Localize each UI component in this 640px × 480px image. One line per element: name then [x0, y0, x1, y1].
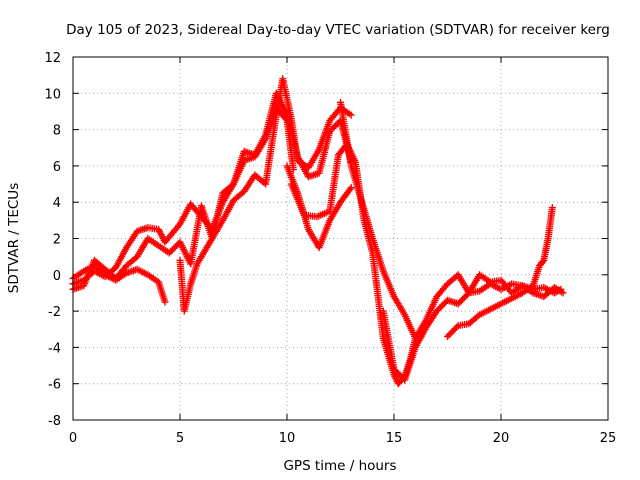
data-point [460, 294, 468, 302]
x-tick-label: 10 [279, 431, 296, 446]
series-track-5 [283, 162, 355, 252]
tick-labels: 0 5 10 15 20 25 -8 -6 -4 -2 0 2 4 6 8 10 12 [44, 51, 616, 446]
x-tick-label: 20 [493, 431, 510, 446]
series-track-7 [337, 98, 565, 342]
data-point [329, 124, 337, 132]
series-track-3 [69, 262, 169, 306]
data-point [456, 298, 464, 306]
y-tick-label: -8 [48, 414, 61, 429]
data-points [69, 75, 567, 388]
data-point [346, 185, 354, 193]
data-point [398, 373, 406, 381]
x-axis-label: GPS time / hours [283, 458, 396, 474]
y-tick-label: -4 [48, 341, 61, 356]
data-point [395, 370, 403, 378]
y-axis-label: SDTVAR / TECUs [6, 183, 22, 293]
y-tick-label: 8 [53, 124, 61, 139]
data-point [462, 292, 470, 300]
data-point [347, 184, 355, 192]
data-point [440, 299, 448, 307]
data-point [333, 120, 341, 128]
y-tick-label: 6 [53, 160, 61, 175]
data-point [539, 258, 547, 266]
data-point [171, 243, 179, 251]
data-point [559, 289, 567, 297]
data-point [168, 246, 176, 254]
data-point [161, 298, 169, 306]
x-tick-label: 0 [69, 431, 77, 446]
y-tick-label: 4 [53, 196, 61, 211]
data-point [444, 333, 451, 341]
data-point [453, 323, 461, 331]
data-point [392, 367, 400, 375]
y-tick-label: 2 [53, 233, 61, 248]
data-point [330, 123, 338, 131]
data-point [448, 328, 456, 336]
data-point [167, 247, 175, 255]
x-tick-label: 15 [386, 431, 403, 446]
y-tick-label: 12 [44, 51, 61, 66]
data-point [454, 300, 462, 308]
data-point [447, 329, 455, 337]
data-point [450, 326, 458, 334]
series-track-8 [379, 280, 567, 384]
data-point [393, 368, 401, 376]
data-point [445, 331, 453, 339]
y-tick-label: 0 [53, 269, 61, 284]
y-tick-label: 10 [44, 87, 61, 102]
data-point [170, 244, 178, 252]
data-point [548, 204, 556, 212]
data-point [463, 291, 471, 299]
plot-frame [72, 56, 609, 421]
data-point [451, 325, 459, 333]
series-track-2 [69, 89, 355, 293]
data-point [457, 297, 465, 305]
series-track-4 [176, 75, 355, 315]
chart-title: Day 105 of 2023, Sidereal Day-to-day VTE… [66, 22, 610, 38]
data-point [439, 301, 447, 309]
y-tick-label: -2 [48, 305, 61, 320]
data-point [434, 306, 442, 314]
data-point [459, 295, 467, 303]
series-track-9 [444, 204, 556, 341]
y-tick-label: -6 [48, 378, 61, 393]
data-point [347, 111, 355, 119]
data-point [437, 302, 445, 310]
data-point [390, 365, 398, 373]
data-point [165, 249, 173, 257]
data-point [436, 304, 444, 312]
data-point [433, 307, 441, 315]
x-tick-label: 25 [600, 431, 617, 446]
x-tick-label: 5 [176, 431, 184, 446]
data-point [396, 371, 404, 379]
